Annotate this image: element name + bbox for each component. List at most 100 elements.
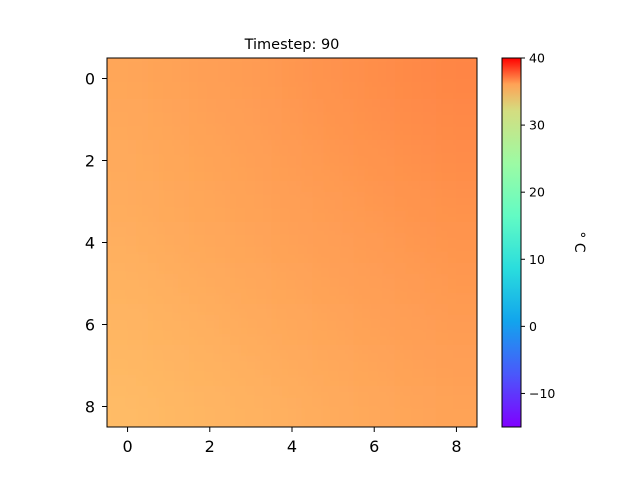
- heatmap-cell: [189, 304, 232, 346]
- heatmap-cell: [189, 222, 232, 264]
- colorbar-tick-label: 20: [529, 185, 545, 200]
- heatmap-cell: [271, 263, 314, 305]
- heatmap-cell: [230, 304, 273, 346]
- heatmap-cell: [435, 345, 477, 387]
- x-tick-label: 0: [122, 437, 132, 456]
- heatmap-cell: [230, 263, 273, 305]
- heatmap-cell: [230, 58, 273, 100]
- heatmap-cell: [394, 181, 437, 223]
- colorbar: [501, 57, 522, 428]
- heatmap-cell: [148, 263, 191, 305]
- heatmap-cell: [312, 345, 355, 387]
- heatmap-cell: [107, 304, 150, 346]
- heatmap-cell: [353, 304, 396, 346]
- heatmap-cell: [107, 263, 150, 305]
- heatmap-cell: [394, 58, 437, 100]
- heatmap-cell: [353, 181, 396, 223]
- heatmap-cell: [394, 99, 437, 141]
- heatmap-cell: [271, 386, 314, 427]
- heatmap-cell: [148, 99, 191, 141]
- heatmap-cell: [148, 58, 191, 100]
- heatmap-cell: [394, 304, 437, 346]
- heatmap-cells: [107, 58, 477, 427]
- heatmap-cell: [353, 99, 396, 141]
- colorbar-tick-label: 40: [529, 51, 545, 66]
- colorbar-label: ° C: [571, 231, 587, 252]
- colorbar-axis: −10 0 10 20 30 40: [521, 51, 555, 401]
- heatmap-cell: [189, 263, 232, 305]
- heatmap-cell: [230, 222, 273, 264]
- heatmap-cell: [394, 386, 437, 427]
- y-tick-label: 6: [85, 316, 95, 335]
- heatmap-cell: [394, 222, 437, 264]
- heatmap-cell: [435, 222, 477, 264]
- x-tick-label: 4: [287, 437, 297, 456]
- heatmap-cell: [394, 345, 437, 387]
- heatmap-cell: [435, 181, 477, 223]
- x-axis: 0 2 4 6 8: [122, 427, 462, 456]
- heatmap-cell: [107, 181, 150, 223]
- heatmap-cell: [148, 140, 191, 182]
- heatmap-cell: [230, 99, 273, 141]
- heatmap-cell: [435, 58, 477, 100]
- heatmap-cell: [189, 99, 232, 141]
- y-tick-label: 8: [85, 398, 95, 417]
- y-tick-label: 4: [85, 234, 95, 253]
- heatmap-cell: [107, 58, 150, 100]
- heatmap-cell: [107, 140, 150, 182]
- heatmap-cell: [230, 181, 273, 223]
- heatmap-cell: [435, 99, 477, 141]
- heatmap-cell: [353, 386, 396, 427]
- heatmap-cell: [107, 386, 150, 427]
- x-tick-label: 2: [205, 437, 215, 456]
- heatmap-cell: [189, 345, 232, 387]
- heatmap-plot-area: [107, 58, 477, 427]
- heatmap-cell: [312, 304, 355, 346]
- heatmap-cell: [271, 58, 314, 100]
- colorbar-tick-label: 30: [529, 118, 545, 133]
- x-tick-label: 6: [369, 437, 379, 456]
- heatmap-cell: [230, 140, 273, 182]
- heatmap-cell: [312, 386, 355, 427]
- heatmap-cell: [312, 263, 355, 305]
- colorbar-tick-label: 10: [529, 252, 545, 267]
- y-axis: 0 2 4 6 8: [85, 70, 107, 417]
- y-tick-label: 2: [85, 152, 95, 171]
- colorbar-tick-label: −10: [529, 386, 555, 401]
- heatmap-cell: [271, 181, 314, 223]
- heatmap-cell: [189, 58, 232, 100]
- heatmap-cell: [107, 345, 150, 387]
- heatmap-cell: [312, 222, 355, 264]
- heatmap-cell: [230, 386, 273, 427]
- heatmap-cell: [353, 222, 396, 264]
- heatmap-cell: [312, 99, 355, 141]
- y-tick-label: 0: [85, 70, 95, 89]
- heatmap-cell: [189, 181, 232, 223]
- heatmap-cell: [271, 99, 314, 141]
- heatmap-cell: [353, 345, 396, 387]
- heatmap-cell: [353, 263, 396, 305]
- heatmap-cell: [271, 140, 314, 182]
- heatmap-cell: [312, 58, 355, 100]
- x-tick-label: 8: [451, 437, 461, 456]
- heatmap-cell: [107, 222, 150, 264]
- heatmap-cell: [148, 345, 191, 387]
- heatmap-cell: [435, 386, 477, 427]
- heatmap-cell: [271, 222, 314, 264]
- colorbar-tick-label: 0: [529, 319, 537, 334]
- heatmap-cell: [312, 181, 355, 223]
- heatmap-cell: [148, 181, 191, 223]
- heatmap-cell: [353, 58, 396, 100]
- heatmap-cell: [435, 263, 477, 305]
- heatmap-cell: [435, 304, 477, 346]
- heatmap-cell: [148, 222, 191, 264]
- heatmap-cell: [148, 386, 191, 427]
- heatmap-cell: [271, 304, 314, 346]
- heatmap-cell: [394, 263, 437, 305]
- heatmap-cell: [435, 140, 477, 182]
- heatmap-cell: [189, 386, 232, 427]
- heatmap-cell: [189, 140, 232, 182]
- heatmap-cell: [148, 304, 191, 346]
- heatmap-cell: [394, 140, 437, 182]
